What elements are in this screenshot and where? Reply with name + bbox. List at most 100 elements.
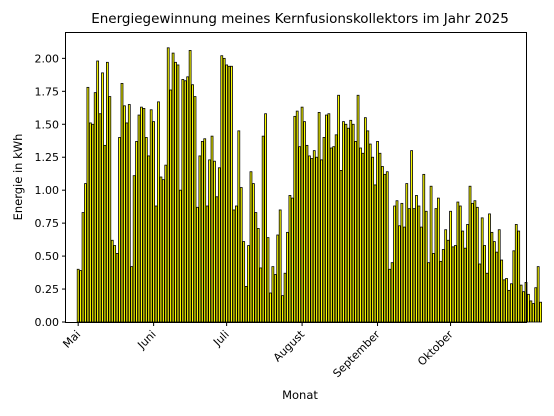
x-tick-label: Juli [210,328,231,349]
y-tick-label: 1.75 [35,85,60,98]
bar [490,231,494,323]
bar [303,121,306,323]
bar [247,245,250,323]
bar [86,86,90,323]
bar [254,212,258,323]
bar [373,184,377,323]
bar [208,159,211,323]
bar [98,113,102,323]
bar [463,247,467,323]
bar [446,239,450,323]
bar [361,152,365,323]
bar [149,109,153,323]
bar [458,205,462,323]
bar [519,284,523,323]
bar [354,141,358,323]
bar [101,72,104,323]
bar [188,50,192,323]
x-axis-label: Monat [282,388,318,402]
bar [451,246,455,323]
bar [407,208,411,323]
bar [232,209,236,323]
bar [342,121,345,323]
bar [539,301,542,323]
bar [174,61,177,323]
bar [437,197,440,323]
bar [237,130,241,323]
bar [137,114,141,323]
bar [179,189,182,323]
bar [256,228,260,323]
bar [196,206,199,323]
bar [154,205,158,323]
bar [468,185,472,323]
bar [483,245,486,323]
bar [381,166,384,323]
bar [288,195,292,323]
bar [215,196,219,323]
bar-series [76,47,542,323]
x-axis: Mai Juni Juli August September Oktober [60,322,456,380]
bar [298,146,302,323]
x-tick-label: Juni [135,328,159,352]
bar [327,113,331,323]
bar [239,187,243,323]
bar [261,135,265,323]
bar [500,259,504,323]
bar [473,200,477,323]
bar [308,155,311,323]
bar [371,156,375,323]
bar [456,201,460,323]
bar [135,141,138,323]
bar [429,185,433,323]
y-tick-label: 0.75 [35,217,60,230]
bar [176,64,180,323]
bar [264,113,267,323]
bar [286,231,289,323]
x-tick-label: Mai [60,328,83,351]
bar [266,237,270,323]
x-tick-label: August [271,327,308,364]
bar [242,241,246,323]
bar [125,122,129,323]
bar [300,106,304,323]
bar [234,205,238,323]
bar [329,147,333,323]
bar [123,105,126,323]
bar [475,206,479,323]
bar [171,52,175,323]
bar [317,112,321,323]
bar [527,293,530,323]
bar [351,123,355,323]
bar [312,150,316,323]
bar [432,253,435,323]
bar [142,108,146,323]
x-tick-label: Oktober [415,328,456,369]
bar [295,110,299,323]
bar [281,295,284,323]
bar [376,141,379,323]
bar [93,92,97,323]
bar [415,195,418,323]
bar [393,205,396,323]
bar [106,61,109,323]
bar [439,260,443,323]
x-tick-label: September [330,328,383,381]
bar [310,158,314,323]
bar [198,155,202,323]
bar [293,115,297,323]
bar [273,274,277,323]
bar [346,127,350,323]
bar [363,117,367,323]
bar [210,135,214,323]
bar [424,210,428,323]
bar [220,55,224,323]
bar [441,249,445,323]
bar [507,289,511,323]
bar [471,202,474,323]
bar [259,267,263,323]
plot-area-frame [65,32,527,323]
bar [349,119,353,323]
bar [417,205,421,323]
